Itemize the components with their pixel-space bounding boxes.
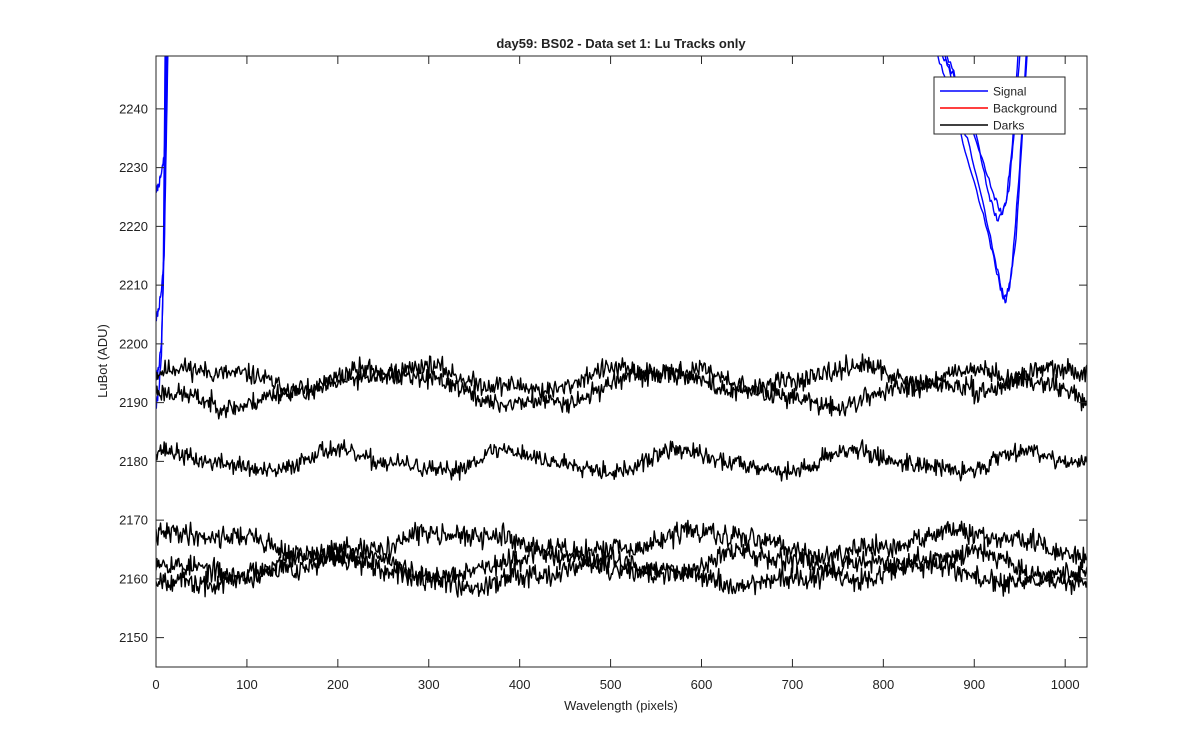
x-axis-label: Wavelength (pixels) bbox=[564, 698, 678, 713]
plot-frame bbox=[155, 55, 1088, 668]
x-tick-label: 400 bbox=[509, 677, 531, 692]
x-tick-label: 800 bbox=[872, 677, 894, 692]
x-tick-label: 1000 bbox=[1051, 677, 1080, 692]
y-tick-label: 2180 bbox=[119, 454, 148, 469]
y-tick-label: 2220 bbox=[119, 219, 148, 234]
y-tick-label: 2230 bbox=[119, 160, 148, 175]
y-tick-label: 2150 bbox=[119, 630, 148, 645]
x-tick-label: 300 bbox=[418, 677, 440, 692]
x-tick-label: 900 bbox=[963, 677, 985, 692]
series-line-signal bbox=[944, 56, 1028, 300]
x-tick-label: 600 bbox=[691, 677, 713, 692]
chart-title: day59: BS02 - Data set 1: Lu Tracks only bbox=[496, 36, 746, 51]
series-line-darks bbox=[156, 519, 1087, 571]
x-tick-label: 200 bbox=[327, 677, 349, 692]
y-tick-label: 2190 bbox=[119, 395, 148, 410]
legend-label-signal: Signal bbox=[993, 85, 1026, 99]
y-tick-label: 2160 bbox=[119, 571, 148, 586]
series-line-darks bbox=[156, 356, 1087, 420]
legend-label-background: Background bbox=[993, 102, 1057, 116]
x-tick-label: 100 bbox=[236, 677, 258, 692]
series-line-signal bbox=[156, 56, 166, 409]
x-tick-label: 700 bbox=[782, 677, 804, 692]
legend-label-darks: Darks bbox=[993, 119, 1024, 133]
series-line-darks bbox=[156, 546, 1087, 598]
x-tick-label: 500 bbox=[600, 677, 622, 692]
x-tick-label: 0 bbox=[152, 677, 159, 692]
tick-layer: 0 100 200 300 400 500 600 700 800 900 1000 2150 2160… bbox=[119, 56, 1087, 692]
y-axis-label: LuBot (ADU) bbox=[95, 324, 110, 398]
series-line-darks bbox=[156, 439, 1087, 482]
series-layer bbox=[156, 56, 1087, 598]
y-tick-label: 2210 bbox=[119, 278, 148, 293]
legend: Signal Background Darks bbox=[933, 76, 1066, 135]
y-tick-label: 2170 bbox=[119, 513, 148, 528]
y-tick-label: 2200 bbox=[119, 336, 148, 351]
y-tick-label: 2240 bbox=[119, 101, 148, 116]
